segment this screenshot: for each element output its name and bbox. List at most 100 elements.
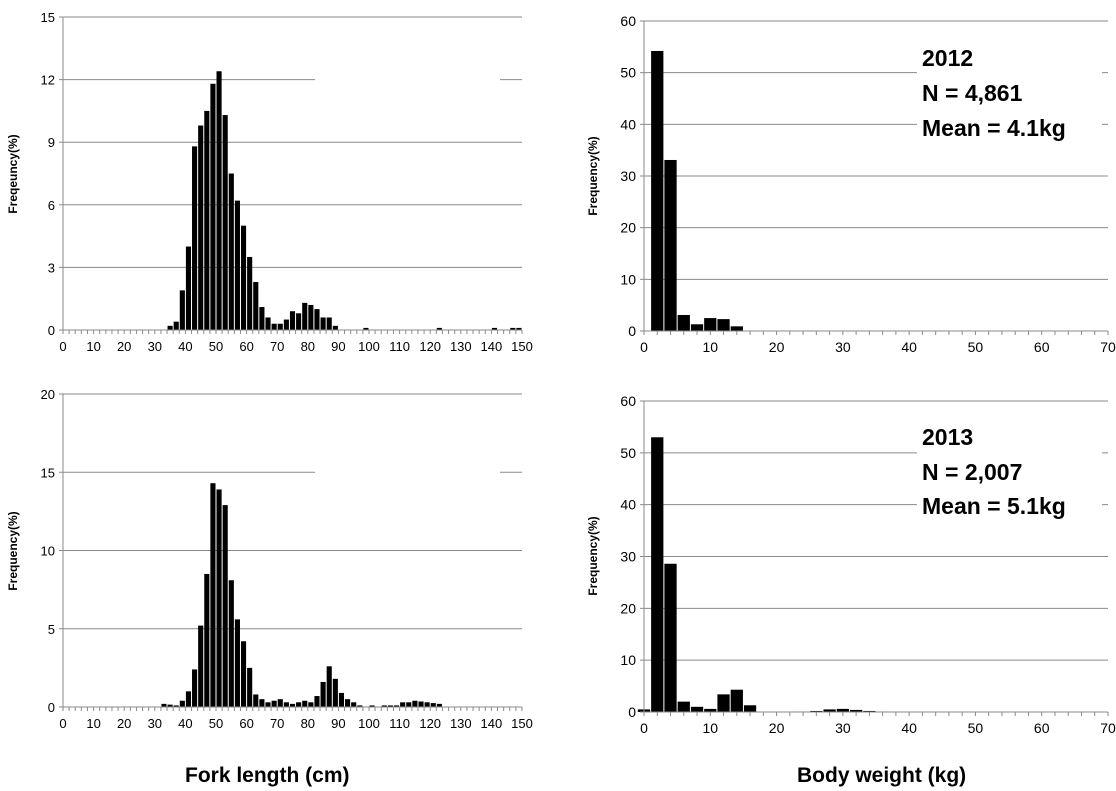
annotation-line: 2012 — [922, 45, 973, 71]
y-tick-label: 3 — [48, 260, 55, 275]
annotation-backdrop — [917, 42, 1102, 146]
y-tick-label: 10 — [41, 544, 55, 559]
bar — [677, 314, 690, 331]
bar — [836, 708, 849, 712]
x-tick-label: 40 — [901, 720, 917, 736]
annotation-backdrop — [315, 414, 500, 516]
bar — [216, 489, 222, 707]
annotation-backdrop — [315, 38, 500, 138]
bar — [810, 710, 823, 712]
bar — [823, 709, 836, 712]
x-tick-label: 70 — [270, 339, 284, 354]
bar — [717, 694, 730, 712]
bar — [216, 71, 222, 331]
bar — [210, 483, 216, 707]
y-tick-label: 20 — [620, 600, 636, 616]
bar — [436, 327, 442, 330]
bar — [363, 327, 369, 330]
bar — [730, 689, 743, 712]
x-tick-label: 30 — [835, 339, 851, 355]
bar — [259, 307, 265, 330]
x-tick-label: 20 — [769, 720, 785, 736]
x-tick-label: 20 — [769, 339, 785, 355]
chart-bw2012: 0 10 20 30 40 50 60 0 10 20 30 40 50 60 70 Frequency(%)… — [586, 13, 1116, 355]
x-tick-label: 10 — [702, 339, 718, 355]
x-tick-label: 40 — [178, 716, 192, 731]
bar — [167, 325, 173, 330]
bar — [204, 573, 210, 707]
bar — [240, 225, 247, 330]
x-tick-label: 40 — [901, 339, 917, 355]
bar — [167, 704, 173, 707]
bar — [179, 700, 185, 707]
y-tick-label: 50 — [620, 65, 636, 81]
bar — [253, 282, 259, 330]
x-tick-label: 30 — [148, 339, 162, 354]
bar — [173, 321, 179, 330]
x-tick-label: 130 — [450, 716, 472, 731]
x-tick-label: 100 — [358, 716, 380, 731]
bar — [351, 702, 357, 707]
bar — [283, 702, 289, 707]
y-axis-label: Freqeuncy(%) — [6, 134, 20, 213]
bar — [173, 705, 179, 707]
bar — [308, 304, 314, 330]
bar — [302, 302, 308, 330]
bar — [265, 702, 271, 707]
x-tick-label: 50 — [209, 339, 223, 354]
bar — [198, 125, 204, 330]
x-tick-label: 0 — [59, 339, 66, 354]
bar — [247, 667, 253, 707]
x-tick-label: 0 — [640, 720, 648, 736]
y-tick-label: 0 — [628, 704, 636, 720]
bar — [222, 505, 228, 707]
bar — [651, 437, 664, 712]
y-tick-label: 12 — [41, 73, 55, 88]
x-tick-label: 10 — [86, 339, 100, 354]
y-tick-label: 40 — [620, 116, 636, 132]
y-tick-label: 0 — [48, 700, 55, 715]
x-tick-label: 60 — [1034, 720, 1050, 736]
y-tick-label: 0 — [628, 323, 636, 339]
bar — [198, 625, 204, 707]
x-tick-label: 0 — [59, 716, 66, 731]
x-tick-label: 70 — [1100, 720, 1116, 736]
x-tick-label: 130 — [450, 339, 472, 354]
x-tick-label: 0 — [640, 339, 648, 355]
annotation-line: 2013 — [922, 424, 973, 450]
x-tick-label: 110 — [389, 339, 410, 354]
bar — [387, 705, 393, 707]
bar — [863, 710, 876, 712]
x-tick-label: 60 — [1034, 339, 1050, 355]
x-tick-label: 140 — [481, 339, 503, 354]
y-tick-label: 40 — [620, 497, 636, 513]
bar — [369, 705, 375, 707]
bar — [259, 699, 265, 707]
bar — [491, 327, 498, 330]
x-tick-label: 90 — [331, 339, 345, 354]
annotation-line: Mean = 5.1kg — [922, 493, 1066, 519]
bar — [277, 699, 283, 707]
bar — [308, 702, 314, 707]
bar — [289, 311, 296, 330]
bar — [326, 666, 332, 707]
annotation-line: N = 4,861 — [922, 80, 1023, 106]
x-tick-label: 50 — [209, 716, 223, 731]
bar — [406, 702, 412, 707]
bar — [296, 702, 302, 707]
fork-length-axis-title: Fork length (cm) — [185, 764, 350, 787]
x-tick-label: 140 — [481, 716, 503, 731]
x-tick-label: 20 — [117, 339, 131, 354]
bar — [510, 327, 516, 330]
body-weight-axis-title: Body weight (kg) — [797, 764, 967, 787]
bar — [265, 317, 271, 330]
bar — [253, 694, 259, 707]
y-tick-label: 15 — [41, 10, 55, 25]
bar — [247, 256, 253, 330]
y-tick-label: 9 — [48, 135, 55, 150]
bar — [516, 327, 522, 330]
annotation-line: N = 2,007 — [922, 459, 1022, 485]
x-tick-label: 70 — [1100, 339, 1116, 355]
bar — [704, 318, 717, 331]
y-tick-label: 50 — [620, 445, 636, 461]
